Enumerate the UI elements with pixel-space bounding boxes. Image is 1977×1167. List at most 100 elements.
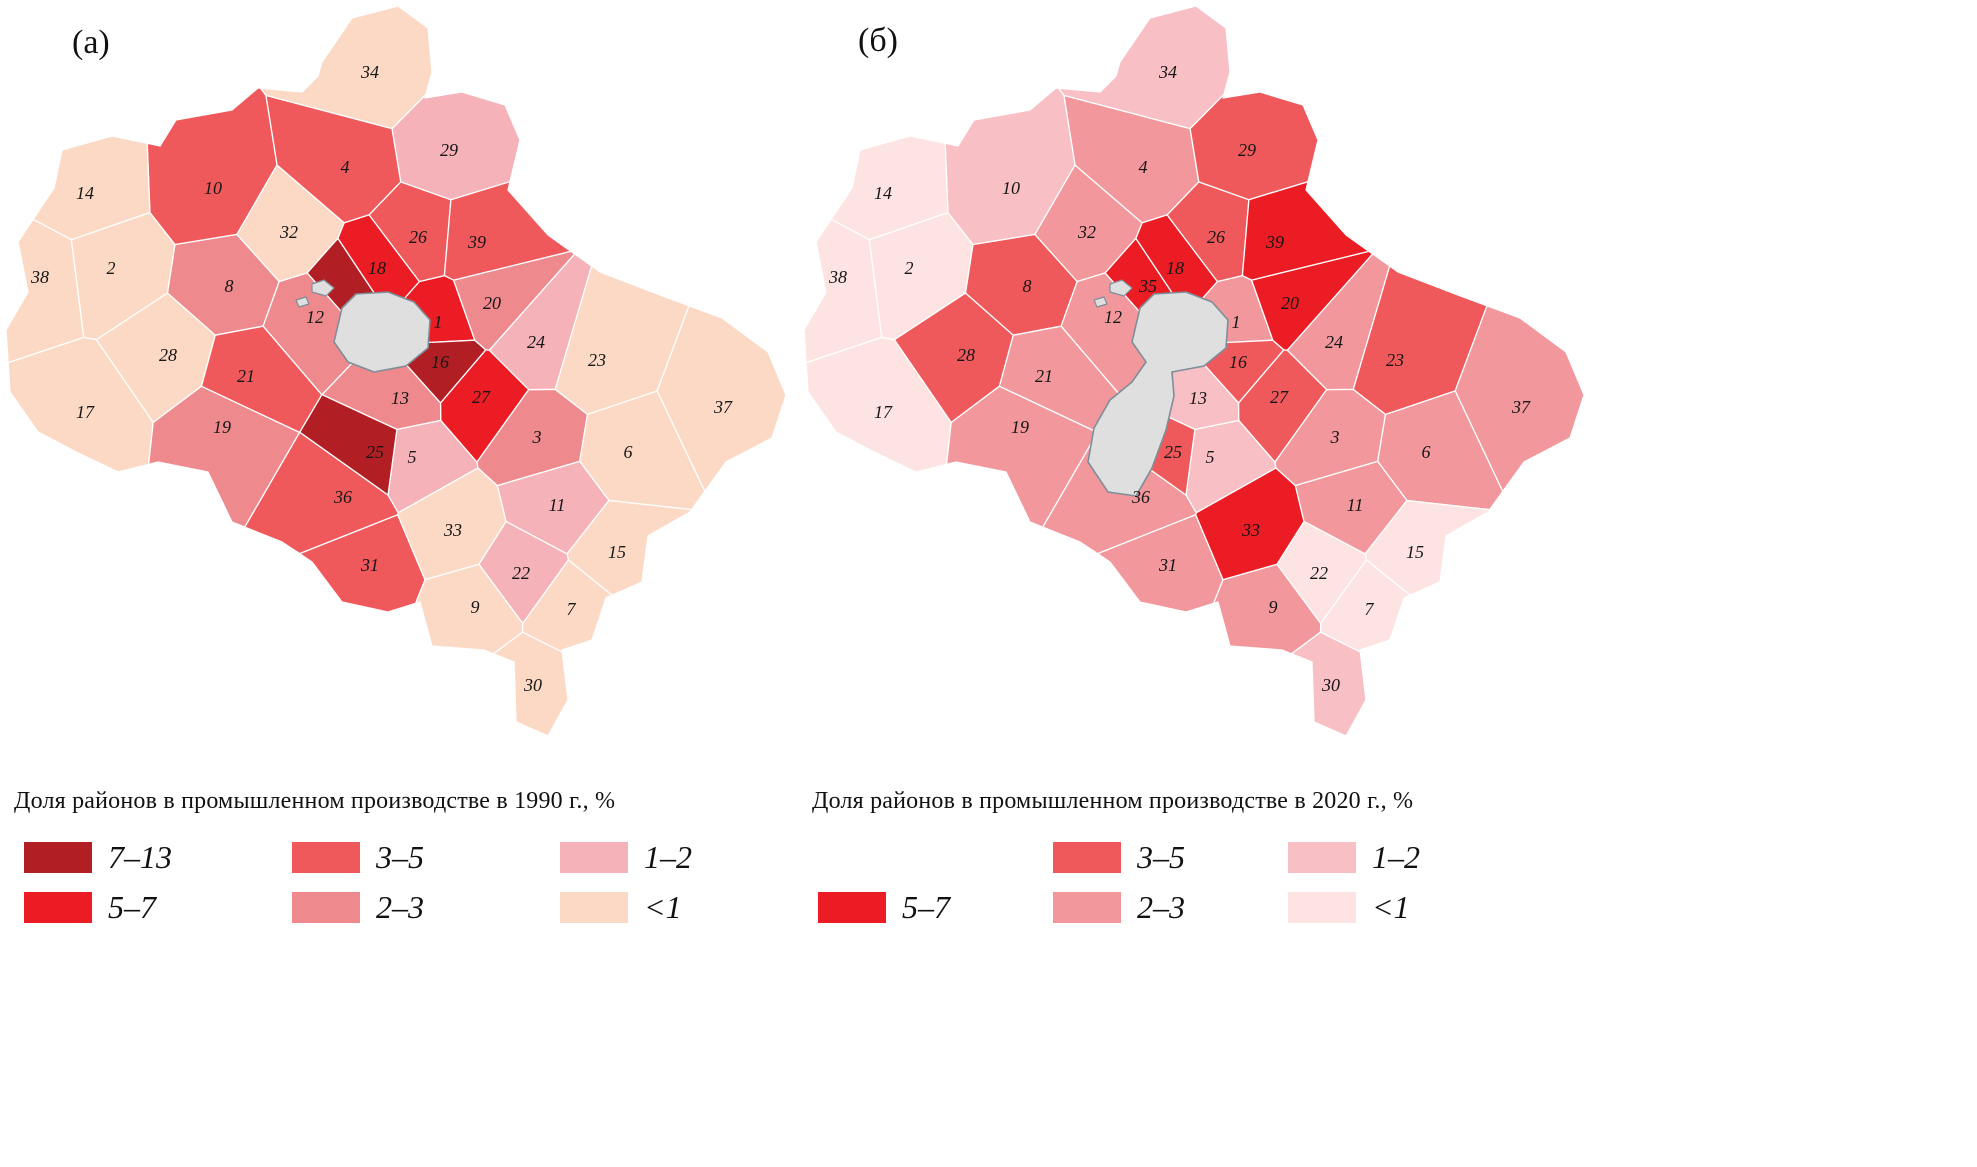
legend-item-3-5: 3–5 [1053,841,1288,873]
district-label-14: 14 [874,183,892,203]
district-label-38: 38 [828,267,847,287]
district-label-31: 31 [360,555,379,575]
district-label-13: 13 [391,388,409,408]
district-label-23: 23 [1386,350,1404,370]
district-27 [439,349,530,463]
reservoir-2 [295,296,310,308]
district-label-15: 15 [608,542,626,562]
district-label-20: 20 [483,293,501,313]
district-27 [1237,349,1328,463]
district-34 [1057,5,1231,130]
district-label-5: 5 [1206,447,1215,467]
district-33 [397,467,507,581]
district-label-4: 4 [341,157,350,177]
district-label-11: 11 [549,495,566,515]
district-label-30: 30 [523,675,542,695]
district-label-18: 18 [368,258,386,278]
panel-2020: (б) 1 2 3 4 5 6 7 8 9 10 11 12 13 14 15 16 17 18 19 20 21 22 2… [798,0,1977,923]
district-label-29: 29 [440,140,458,160]
district-label-2: 2 [107,258,116,278]
district-label-39: 39 [467,232,486,252]
district-label-16: 16 [431,352,449,372]
district-15 [566,499,693,596]
legend-item-lt-1: <1 [1288,891,1523,923]
district-label-9: 9 [1269,597,1278,617]
district-label-2: 2 [905,258,914,278]
district-label-3: 3 [1330,427,1340,447]
legend-item-2-3: 2–3 [1053,891,1288,923]
legend-label-3-5: 3–5 [376,839,424,875]
legend-swatch-3-5 [292,841,360,873]
district-label-25: 25 [366,442,384,462]
legend-label-5-7: 5–7 [902,889,950,925]
legend-item-1-2: 1–2 [560,841,828,873]
district-label-7: 7 [1365,599,1375,619]
district-label-26: 26 [1207,227,1225,247]
district-label-24: 24 [527,332,545,352]
district-label-30: 30 [1321,675,1340,695]
legend-swatch-3-5 [1053,841,1121,873]
district-label-9: 9 [471,597,480,617]
district-38 [803,218,883,364]
legend-label-2-3: 2–3 [1137,889,1185,925]
district-label-21: 21 [1035,366,1053,386]
legend-swatch-1-2 [560,841,628,873]
district-label-21: 21 [237,366,255,386]
district-29 [391,91,521,201]
district-15 [1364,499,1491,596]
legend-swatch-2-3 [292,891,360,923]
district-30 [1290,631,1367,737]
district-label-20: 20 [1281,293,1299,313]
district-37 [656,305,787,493]
district-33 [1195,467,1305,581]
legend-item-1-2: 1–2 [1288,841,1523,873]
district-label-28: 28 [957,345,975,365]
legend-item-lt-1: <1 [560,891,828,923]
legend-item-3-5: 3–5 [292,841,560,873]
map-title-1990: Доля районов в промышленном производстве… [14,788,616,814]
legend-swatch-lt-1 [1288,891,1356,923]
district-label-19: 19 [1011,417,1029,437]
moscow-city-area [333,291,431,373]
legend-item-5-7: 5–7 [818,891,1053,923]
panel-1990: (а) 1 2 3 4 5 6 7 8 9 10 11 12 13 14 15 16 17 18 19 20 21 22 2… [0,0,798,923]
district-label-1: 1 [1232,312,1241,332]
legend-label-3-5: 3–5 [1137,839,1185,875]
figure-industrial-production-maps: (а) 1 2 3 4 5 6 7 8 9 10 11 12 13 14 15 16 17 18 19 20 21 22 2… [0,0,1977,923]
district-label-15: 15 [1406,542,1424,562]
district-28 [95,292,216,424]
district-label-6: 6 [1422,442,1431,462]
legend-label-7-13: 7–13 [108,839,172,875]
district-label-38: 38 [30,267,49,287]
district-label-14: 14 [76,183,94,203]
district-label-11: 11 [1347,495,1364,515]
district-label-18: 18 [1166,258,1184,278]
district-label-8: 8 [225,276,234,296]
district-label-27: 27 [1270,387,1289,407]
district-label-36: 36 [1131,487,1150,507]
district-label-34: 34 [1158,62,1177,82]
legend-label-lt-1: <1 [1372,889,1410,925]
district-24 [488,253,593,391]
legend-item-7-13: 7–13 [24,841,292,873]
district-38 [5,218,85,364]
district-label-12: 12 [306,307,324,327]
district-label-33: 33 [443,520,462,540]
district-label-26: 26 [409,227,427,247]
reservoir-1 [1109,279,1133,297]
district-label-16: 16 [1229,352,1247,372]
district-34 [259,5,433,130]
legend-swatch-lt-1 [560,891,628,923]
district-label-37: 37 [713,397,733,417]
legend-swatch-1-2 [1288,841,1356,873]
legend-item-2-3: 2–3 [292,891,560,923]
district-label-22: 22 [512,563,530,583]
legend-label-1-2: 1–2 [1372,839,1420,875]
district-37 [1454,305,1585,493]
district-label-13: 13 [1189,388,1207,408]
district-label-7: 7 [567,599,577,619]
legend-label-lt-1: <1 [644,889,682,925]
district-label-10: 10 [1002,178,1020,198]
